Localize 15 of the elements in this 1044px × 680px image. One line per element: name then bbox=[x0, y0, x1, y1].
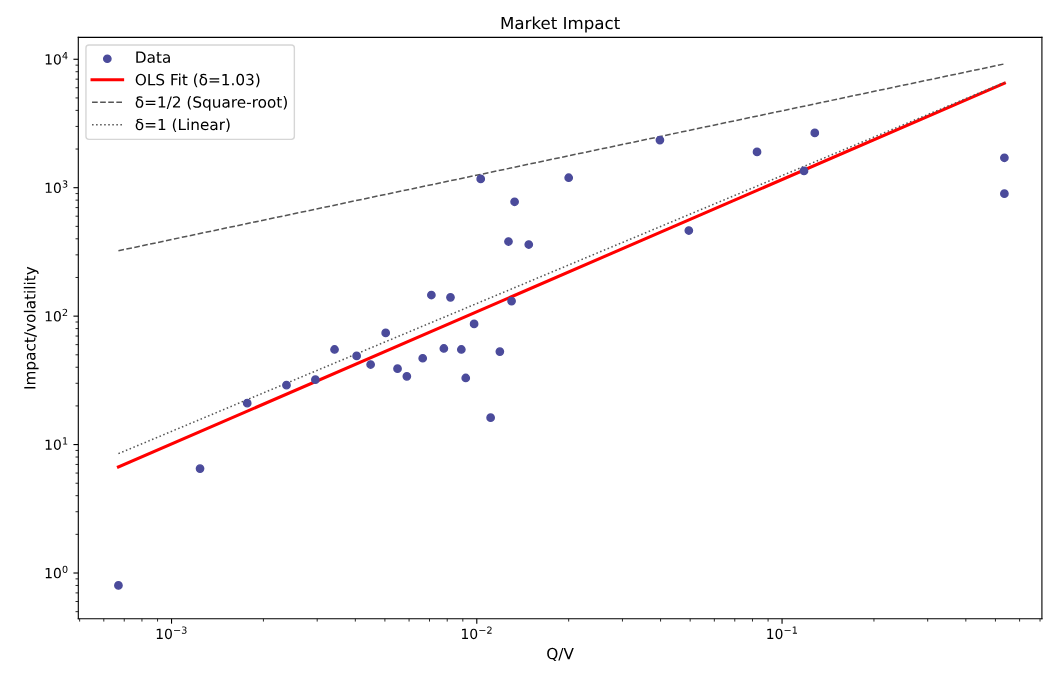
legend-label: δ=1/2 (Square-root) bbox=[135, 96, 287, 111]
y-tick-label: 10$^{1}$ bbox=[45, 437, 68, 450]
y-tick-label: 10$^{4}$ bbox=[45, 52, 68, 65]
y-tick-label: 10$^{2}$ bbox=[45, 308, 68, 322]
x-tick-label: 10$^{−3}$ bbox=[156, 626, 187, 640]
x-tick-label: 10$^{−1}$ bbox=[767, 626, 797, 640]
y-tick-label: 10$^{3}$ bbox=[45, 180, 68, 194]
legend-label: Data bbox=[136, 51, 170, 63]
chart-title: Market Impact bbox=[501, 16, 620, 33]
y-tick-label: 10$^{0}$ bbox=[45, 565, 68, 579]
x-tick-label: 10$^{−2}$ bbox=[462, 626, 492, 640]
legend-label: OLS Fit (δ=1.03) bbox=[135, 73, 260, 88]
y-axis-title: Impact/volatility bbox=[23, 266, 39, 389]
x-axis-title: Q/V bbox=[547, 647, 574, 662]
legend-label: δ=1 (Linear) bbox=[135, 118, 230, 133]
